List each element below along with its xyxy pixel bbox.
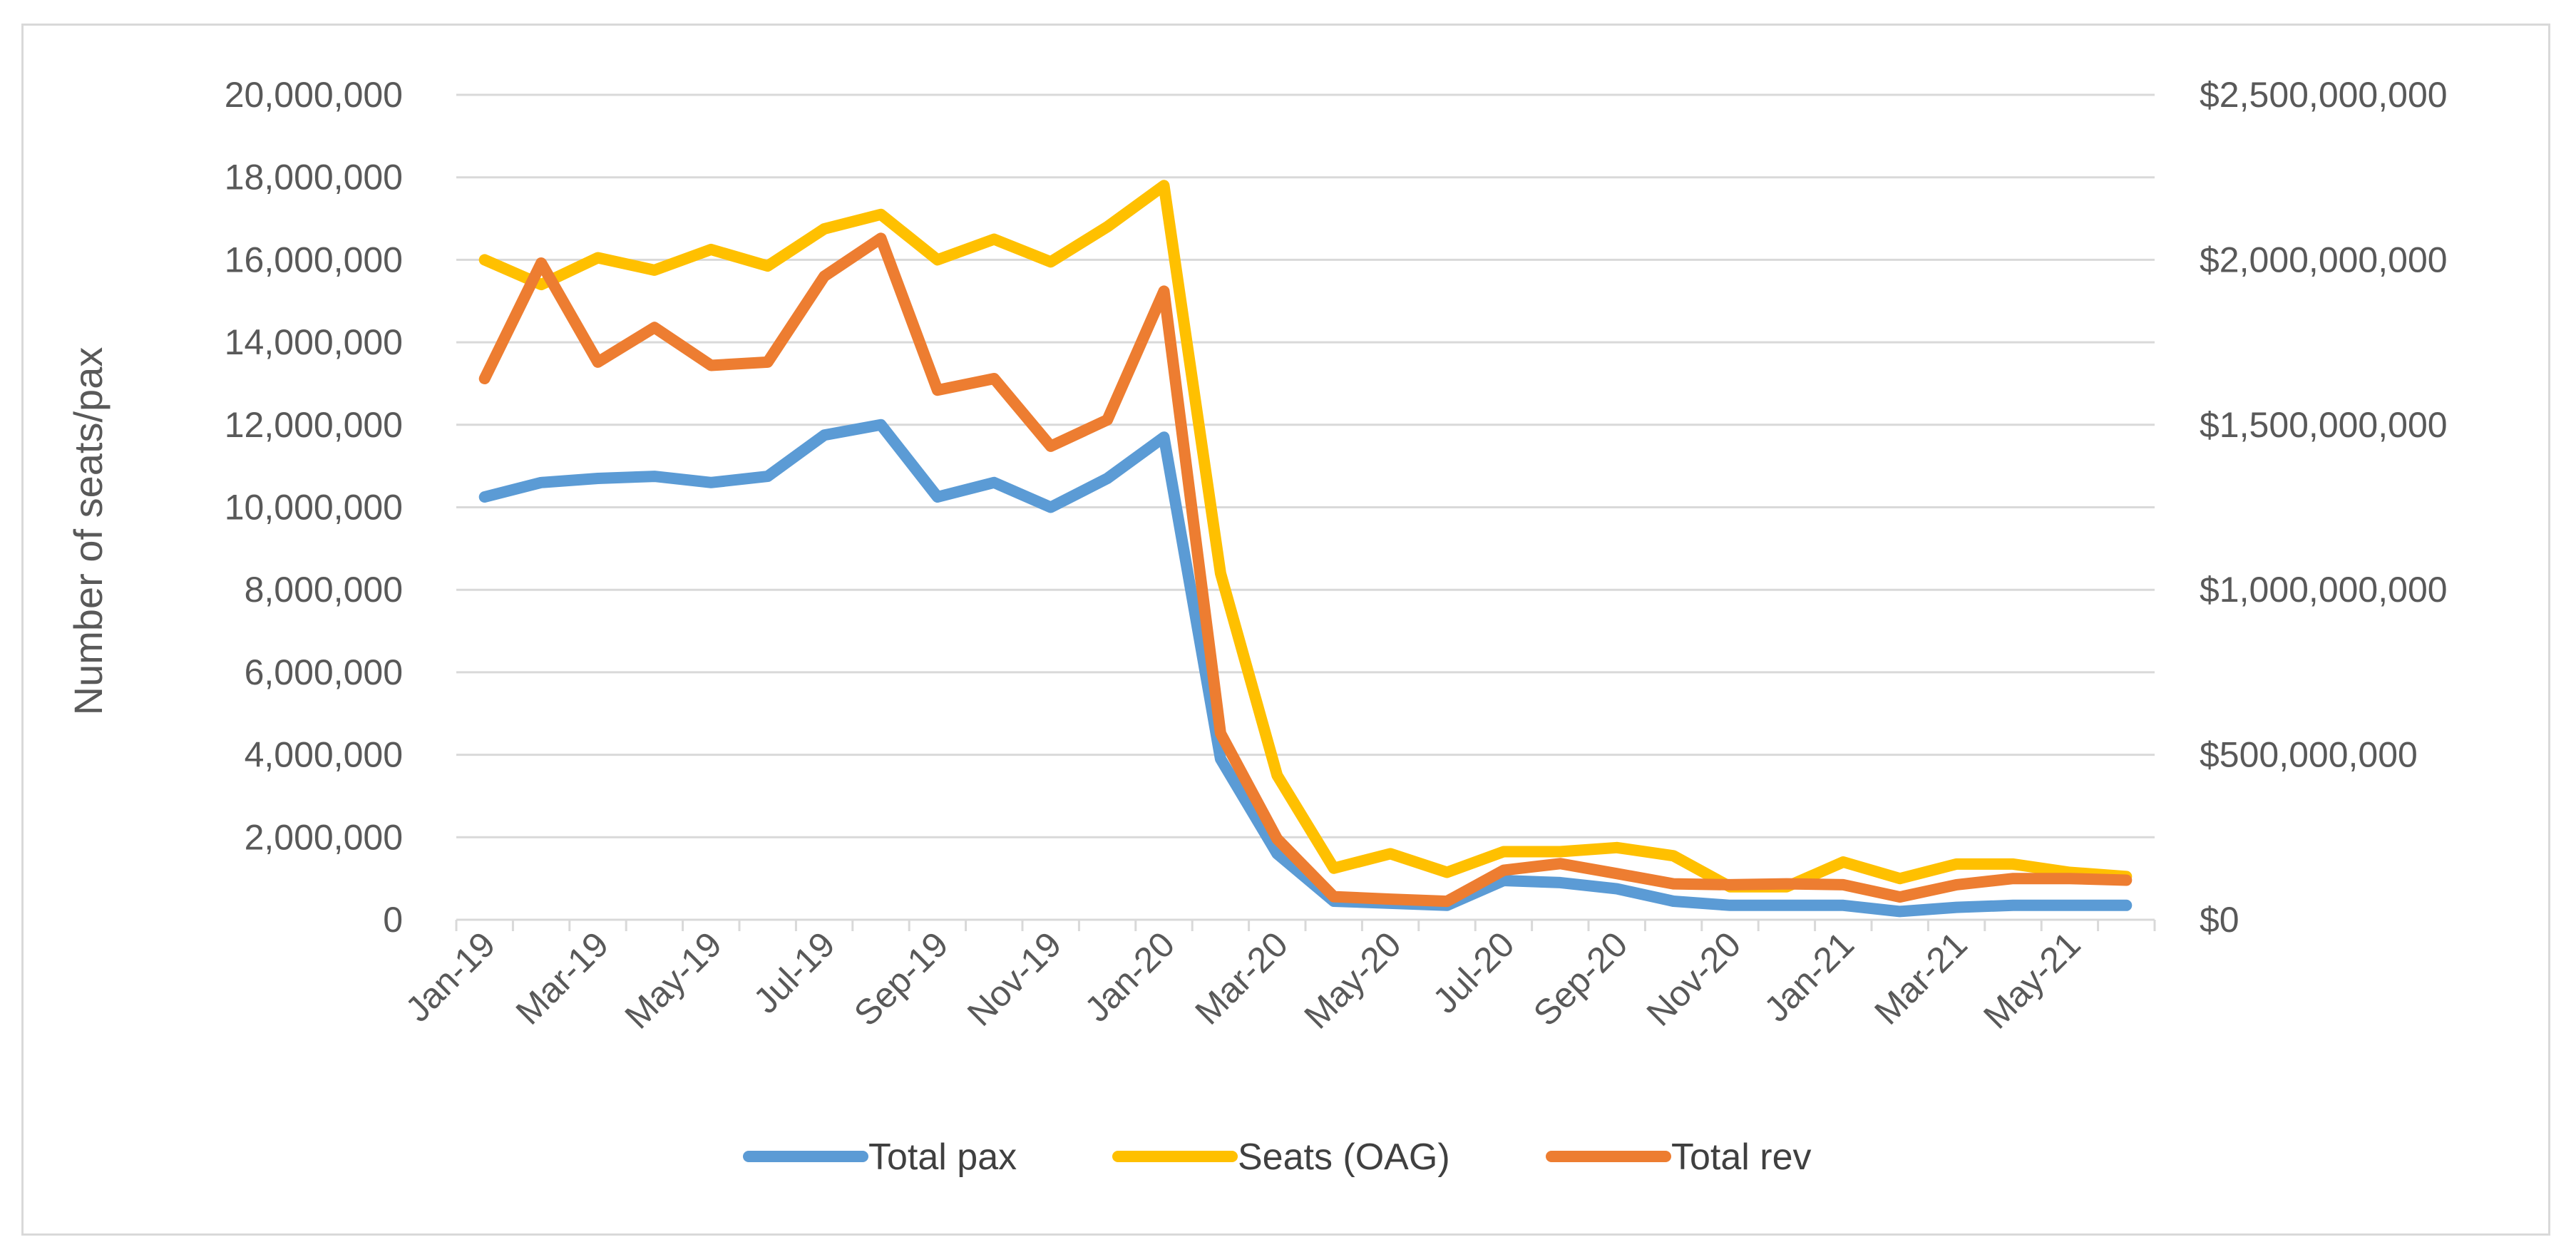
x-tick-label: Jan-20: [1077, 924, 1183, 1030]
series-line-seats-oag: [478, 180, 2133, 893]
left-y-tick-label: 14,000,000: [225, 322, 403, 362]
x-tick-label: Jan-19: [398, 924, 503, 1030]
left-y-tick-label: 18,000,000: [225, 158, 403, 197]
x-tick-label: Sep-19: [846, 924, 956, 1034]
left-y-tick-label: 0: [383, 900, 403, 940]
right-y-tick-label: $500,000,000: [2200, 735, 2418, 775]
legend-item-seats-oag: Seats (OAG): [1112, 1136, 1450, 1178]
legend-item-total-pax: Total pax: [743, 1136, 1017, 1178]
x-tick-label: Jan-21: [1756, 924, 1862, 1030]
x-tick-label: Nov-20: [1639, 924, 1749, 1034]
right-y-tick-label: $2,000,000,000: [2200, 240, 2448, 279]
x-tick-label: Sep-20: [1526, 924, 1636, 1034]
legend-label-total-rev: Total rev: [1671, 1136, 1812, 1178]
x-tick-label: Nov-19: [960, 924, 1069, 1034]
series-line-total-rev: [478, 232, 2133, 908]
left-y-tick-label: 20,000,000: [225, 75, 403, 115]
left-y-tick-label: 16,000,000: [225, 240, 403, 279]
right-y-tick-label: $2,500,000,000: [2200, 75, 2448, 115]
series-lines: [478, 180, 2133, 918]
legend: Total pax Seats (OAG) Total rev: [743, 1136, 1812, 1178]
left-y-tick-label: 12,000,000: [225, 405, 403, 445]
left-y-axis-title: Number of seats/pax: [66, 347, 111, 716]
left-y-axis-ticks: 0 2,000,000 4,000,000 6,000,000 8,000,000 10,…: [225, 75, 403, 940]
left-y-tick-label: 2,000,000: [245, 817, 403, 857]
x-tick-label: Mar-20: [1187, 924, 1295, 1032]
right-y-tick-label: $1,000,000,000: [2200, 570, 2448, 610]
x-axis-ticks: Jan-19 Mar-19 May-19 Jul-19 Sep-19 Nov-19 Jan-…: [398, 920, 2156, 1037]
x-tick-label: Jul-20: [1425, 924, 1522, 1021]
x-tick-label: May-19: [617, 924, 729, 1036]
left-y-tick-label: 10,000,000: [225, 488, 403, 528]
left-y-tick-label: 6,000,000: [245, 652, 403, 692]
series-line-total-pax: [478, 419, 2133, 918]
x-tick-label: May-21: [1976, 924, 2088, 1036]
x-tick-label: May-20: [1296, 924, 1408, 1036]
gridlines: [456, 93, 2155, 838]
right-y-tick-label: $1,500,000,000: [2200, 405, 2448, 445]
legend-label-seats-oag: Seats (OAG): [1238, 1136, 1450, 1178]
x-tick-label: Mar-21: [1867, 924, 1975, 1032]
legend-label-total-pax: Total pax: [868, 1136, 1017, 1178]
left-y-tick-label: 8,000,000: [245, 570, 403, 610]
left-y-tick-label: 4,000,000: [245, 735, 403, 775]
legend-item-total-rev: Total rev: [1546, 1136, 1812, 1178]
right-y-tick-label: $0: [2200, 900, 2239, 940]
right-y-axis-ticks: $0 $500,000,000 $1,000,000,000 $1,500,000,0…: [2200, 75, 2448, 940]
chart-frame: [21, 24, 2550, 1236]
x-tick-label: Jul-19: [746, 924, 843, 1021]
x-tick-label: Mar-19: [508, 924, 617, 1032]
